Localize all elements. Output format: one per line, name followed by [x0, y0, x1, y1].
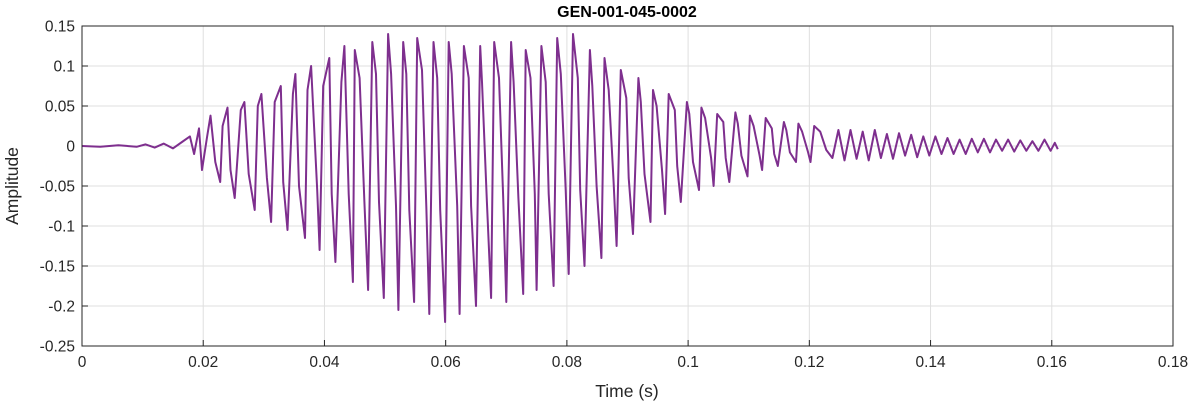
y-axis-ticks: 0.15 0.1 0.05 0 -0.05 -0.1 -0.15 -0.2 -0.25 — [40, 19, 88, 356]
x-tick-label: 0.06 — [431, 354, 461, 371]
x-axis-ticks: 0 0.02 0.04 0.06 0.08 0.1 0.12 0.14 0.16 0.18 — [78, 340, 1188, 371]
x-tick-label: 0.02 — [188, 354, 218, 371]
x-tick-label: 0.08 — [552, 354, 582, 371]
y-tick-label: -0.25 — [40, 339, 75, 356]
grid-lines — [81, 25, 1174, 347]
x-tick-label: 0.1 — [677, 354, 699, 371]
y-axis-label: Amplitude — [2, 147, 22, 225]
x-tick-label: 0.04 — [309, 354, 340, 371]
x-tick-label: 0.12 — [794, 354, 824, 371]
y-tick-label: -0.05 — [40, 179, 75, 196]
y-tick-label: -0.1 — [48, 219, 75, 236]
x-tick-label: 0.16 — [1037, 354, 1067, 371]
plot-frame — [81, 25, 1174, 347]
x-tick-label: 0 — [78, 354, 87, 371]
y-tick-label: 0 — [66, 139, 75, 156]
series-line — [81, 33, 1059, 323]
x-tick-label: 0.18 — [1158, 354, 1188, 371]
x-axis-label: Time (s) — [595, 381, 659, 401]
y-tick-label: -0.15 — [40, 259, 75, 276]
chart-title: GEN-001-045-0002 — [557, 4, 697, 21]
y-tick-label: -0.2 — [48, 299, 75, 316]
y-tick-label: 0.15 — [45, 19, 75, 36]
y-tick-label: 0.1 — [53, 59, 75, 76]
x-tick-label: 0.14 — [915, 354, 946, 371]
y-tick-label: 0.05 — [45, 99, 75, 116]
